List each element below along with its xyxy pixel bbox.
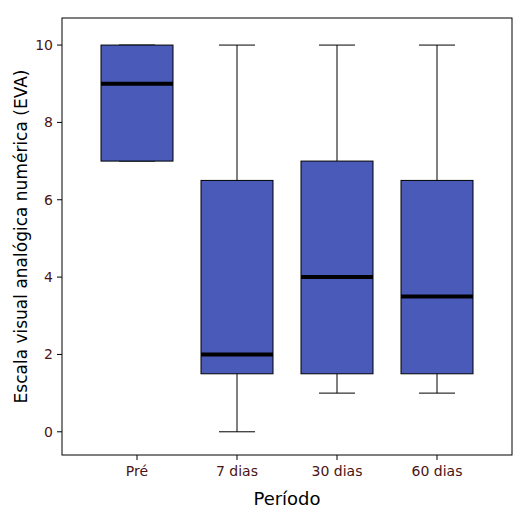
x-tick — [437, 455, 438, 460]
x-tick-label: 30 dias — [312, 463, 363, 479]
y-tick — [57, 199, 62, 200]
plot-frame — [62, 18, 512, 455]
y-tick-label: 2 — [44, 346, 53, 362]
median — [301, 275, 373, 279]
x-tick-label: 7 dias — [216, 463, 258, 479]
boxes — [101, 45, 473, 432]
y-tick — [57, 431, 62, 432]
max-cap — [419, 45, 455, 46]
median — [401, 294, 473, 298]
median — [201, 352, 273, 356]
y-axis-label: Escala visual analógica numérica (EVA) — [11, 70, 31, 404]
box — [101, 45, 173, 161]
y-tick-label: 4 — [44, 269, 53, 285]
x-axis-label: Período — [253, 488, 320, 509]
max-cap — [219, 45, 255, 46]
y-tick — [57, 122, 62, 123]
min-cap — [219, 431, 255, 432]
max-cap — [319, 45, 355, 46]
y-tick-label: 6 — [44, 192, 53, 208]
lower-whisker — [337, 374, 338, 393]
x-tick-label: Pré — [126, 463, 148, 479]
upper-whisker — [337, 45, 338, 161]
upper-whisker — [237, 45, 238, 180]
median — [101, 82, 173, 86]
box — [301, 161, 373, 374]
y-tick — [57, 45, 62, 46]
x-tick — [237, 455, 238, 460]
y-tick-label: 10 — [35, 37, 53, 53]
y-tick — [57, 277, 62, 278]
box — [201, 180, 273, 373]
y-tick — [57, 354, 62, 355]
chart: 0 2 4 6 8 10 Pré 7 dias 30 dias 60 dias Período Esc… — [0, 0, 520, 521]
x-tick-label: 60 dias — [412, 463, 463, 479]
lower-whisker — [437, 374, 438, 393]
x-tick — [337, 455, 338, 460]
y-tick-label: 8 — [44, 114, 53, 130]
upper-whisker — [437, 45, 438, 180]
min-cap — [319, 393, 355, 394]
lower-whisker — [237, 374, 238, 432]
box — [401, 180, 473, 373]
x-tick — [137, 455, 138, 460]
y-tick-label: 0 — [44, 424, 53, 440]
min-cap — [419, 393, 455, 394]
